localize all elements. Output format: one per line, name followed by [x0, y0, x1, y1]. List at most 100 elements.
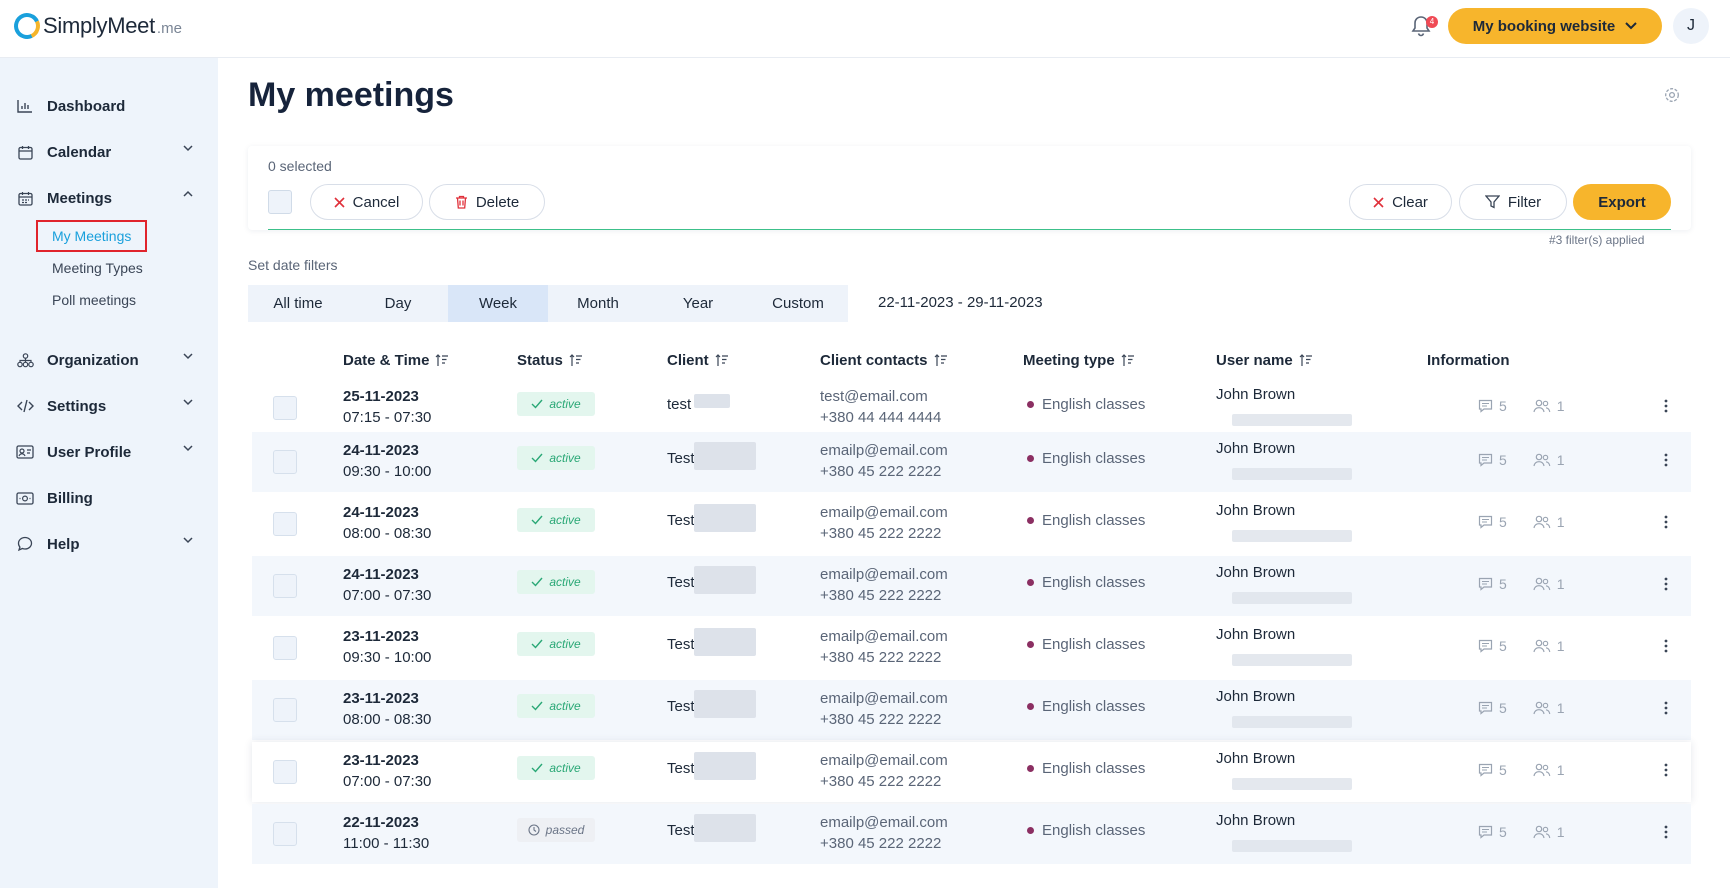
row-checkbox[interactable]	[273, 396, 297, 420]
redacted-block	[1232, 716, 1352, 728]
client-email[interactable]: test@email.com	[820, 388, 928, 405]
check-icon	[531, 639, 543, 649]
date-filter-week[interactable]: Week	[448, 285, 548, 322]
row-menu-kebab-icon[interactable]	[1656, 512, 1676, 532]
comment-icon	[1478, 701, 1493, 715]
row-checkbox[interactable]	[273, 636, 297, 660]
row-checkbox[interactable]	[273, 822, 297, 846]
date-filter-day[interactable]: Day	[384, 295, 412, 312]
table-row[interactable]: 23-11-2023 09:30 - 10:00 active Test emailp@…	[252, 618, 1691, 678]
date-filter-year[interactable]: Year	[682, 295, 714, 312]
clear-label: Clear	[1392, 193, 1428, 211]
filter-button[interactable]: Filter	[1459, 184, 1567, 220]
client-phone[interactable]: +380 45 222 2222	[820, 525, 942, 542]
meeting-type: English classes	[1027, 450, 1145, 467]
row-menu-kebab-icon[interactable]	[1656, 760, 1676, 780]
booking-website-button[interactable]: My booking website	[1448, 8, 1662, 44]
column-header-client[interactable]: Client	[667, 352, 729, 369]
settings-gear-icon[interactable]	[1664, 87, 1680, 107]
sidebar-item-user-profile[interactable]: User Profile	[16, 439, 200, 465]
table-row[interactable]: 22-11-2023 11:00 - 11:30 passed Test emailp@…	[252, 804, 1691, 864]
table-row[interactable]: 23-11-2023 07:00 - 07:30 active Test emailp@…	[252, 742, 1691, 802]
client-phone[interactable]: +380 45 222 2222	[820, 649, 942, 666]
export-button[interactable]: Export	[1573, 184, 1671, 220]
date-filter-all-time[interactable]: All time	[273, 295, 323, 312]
client-phone[interactable]: +380 45 222 2222	[820, 711, 942, 728]
date-filter-month[interactable]: Month	[577, 295, 619, 312]
sidebar-item-calendar[interactable]: Calendar	[16, 139, 200, 165]
sidebar-item-label: User Profile	[47, 443, 132, 461]
client-email[interactable]: emailp@email.com	[820, 504, 948, 521]
avatar[interactable]: J	[1673, 8, 1709, 44]
sidebar-subitem-my-meetings[interactable]: My Meetings	[52, 228, 132, 244]
column-header-client-contacts[interactable]: Client contacts	[820, 352, 948, 369]
id-card-icon	[16, 443, 34, 461]
meeting-type-label: English classes	[1042, 512, 1146, 529]
row-menu-kebab-icon[interactable]	[1656, 450, 1676, 470]
row-menu-kebab-icon[interactable]	[1656, 636, 1676, 656]
sidebar-item-settings[interactable]: Settings	[16, 393, 200, 419]
delete-button[interactable]: Delete	[429, 184, 545, 220]
client-phone[interactable]: +380 45 222 2222	[820, 773, 942, 790]
cancel-button[interactable]: Cancel	[310, 184, 423, 220]
sidebar-subitem-poll-meetings[interactable]: Poll meetings	[52, 292, 137, 308]
row-checkbox[interactable]	[273, 698, 297, 722]
client-email[interactable]: emailp@email.com	[820, 752, 948, 769]
sidebar-item-billing[interactable]: Billing	[16, 485, 200, 511]
status-badge: active	[517, 694, 595, 718]
row-menu-kebab-icon[interactable]	[1656, 698, 1676, 718]
meeting-date-time: 24-11-2023 07:00 - 07:30	[343, 564, 431, 606]
column-header-information: Information	[1427, 352, 1510, 369]
client-email[interactable]: emailp@email.com	[820, 690, 948, 707]
sidebar-item-help[interactable]: Help	[16, 531, 200, 557]
column-header-date-time[interactable]: Date & Time	[343, 352, 449, 369]
row-menu-kebab-icon[interactable]	[1656, 574, 1676, 594]
client-email[interactable]: emailp@email.com	[820, 566, 948, 583]
date-filter-custom[interactable]: Custom	[772, 295, 824, 312]
sidebar-subitem-meeting-types[interactable]: Meeting Types	[52, 260, 143, 276]
client-phone[interactable]: +380 44 444 4444	[820, 409, 942, 426]
logo[interactable]: SimplyMeet .me	[10, 9, 182, 43]
client-email[interactable]: emailp@email.com	[820, 814, 948, 831]
table-row[interactable]: 25-11-2023 07:15 - 07:30 active test test@em…	[252, 378, 1691, 438]
column-header-meeting-type[interactable]: Meeting type	[1023, 352, 1135, 369]
client-phone[interactable]: +380 45 222 2222	[820, 835, 942, 852]
table-row[interactable]: 24-11-2023 07:00 - 07:30 active Test emailp@…	[252, 556, 1691, 616]
client-email[interactable]: emailp@email.com	[820, 628, 948, 645]
row-menu-kebab-icon[interactable]	[1656, 822, 1676, 842]
redacted-block	[694, 628, 756, 656]
status-badge: active	[517, 570, 595, 594]
status-label: active	[549, 575, 581, 589]
comment-count: 5	[1499, 452, 1507, 468]
participant-count: 1	[1556, 700, 1565, 716]
table-row[interactable]: 24-11-2023 08:00 - 08:30 active Test emailp@…	[252, 494, 1691, 554]
client-phone[interactable]: +380 45 222 2222	[820, 587, 942, 604]
comment-icon	[1478, 515, 1493, 529]
row-checkbox[interactable]	[273, 450, 297, 474]
brand-suffix: .me	[156, 19, 182, 37]
row-checkbox[interactable]	[273, 760, 297, 784]
table-row[interactable]: 23-11-2023 08:00 - 08:30 active Test emailp@…	[252, 680, 1691, 740]
status-badge: active	[517, 508, 595, 532]
column-header-status[interactable]: Status	[517, 352, 583, 369]
clear-filters-button[interactable]: Clear	[1349, 184, 1452, 220]
participant-count: 1	[1556, 824, 1565, 840]
table-row[interactable]: 24-11-2023 09:30 - 10:00 active Test emailp@…	[252, 432, 1691, 492]
select-all-checkbox[interactable]	[268, 190, 292, 214]
meeting-type-label: English classes	[1042, 574, 1146, 591]
row-menu-kebab-icon[interactable]	[1656, 396, 1676, 416]
status-badge: active	[517, 632, 595, 656]
notifications-bell-icon[interactable]: 4	[1410, 14, 1438, 40]
client-email[interactable]: emailp@email.com	[820, 442, 948, 459]
sidebar-item-meetings[interactable]: Meetings	[16, 185, 200, 211]
row-checkbox[interactable]	[273, 574, 297, 598]
row-checkbox[interactable]	[273, 512, 297, 536]
column-header-user-name[interactable]: User name	[1216, 352, 1313, 369]
sidebar-item-dashboard[interactable]: Dashboard	[16, 93, 200, 119]
date-range-display[interactable]: 22-11-2023 - 29-11-2023	[878, 294, 1043, 311]
client-contacts: emailp@email.com +380 45 222 2222	[820, 688, 948, 730]
sidebar-item-organization[interactable]: Organization	[16, 347, 200, 373]
comment-icon	[1478, 453, 1493, 467]
client-phone[interactable]: +380 45 222 2222	[820, 463, 942, 480]
